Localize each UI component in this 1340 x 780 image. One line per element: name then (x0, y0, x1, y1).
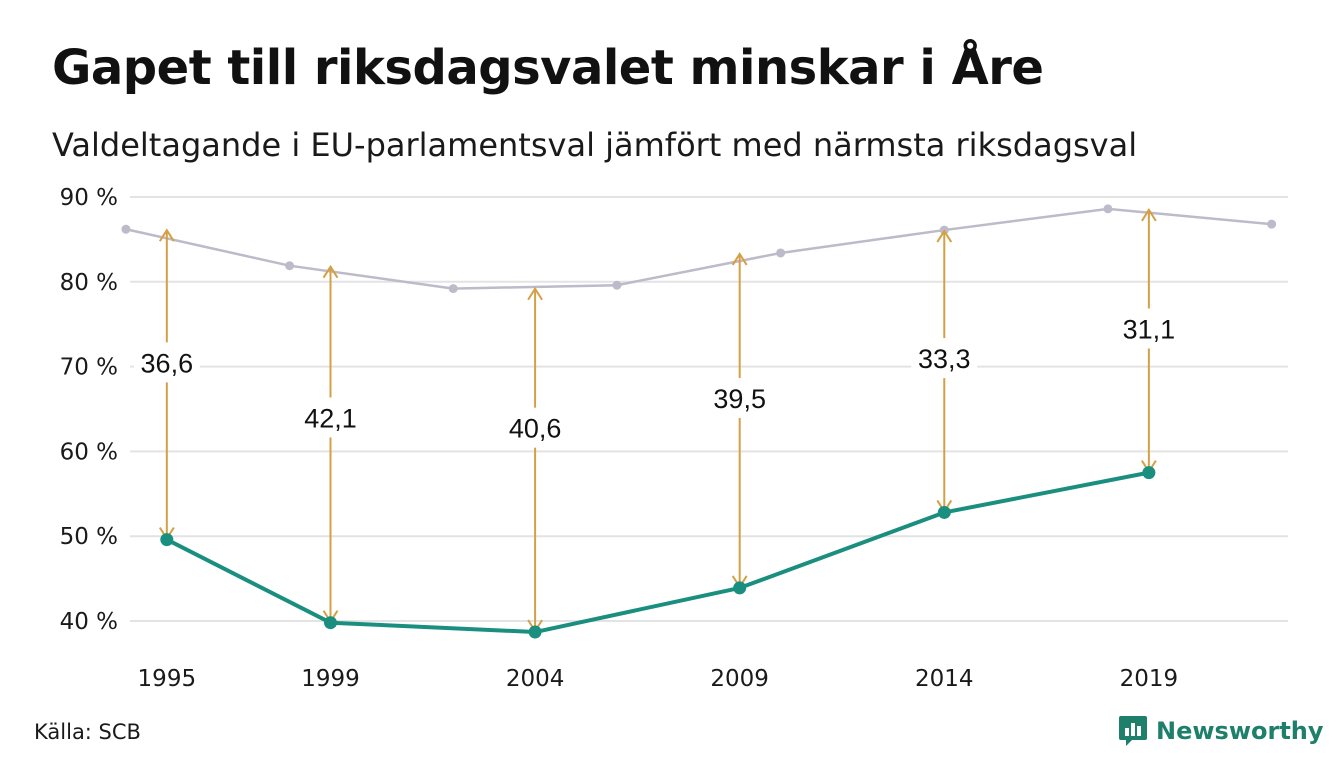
x-tick-label: 2014 (915, 666, 974, 692)
y-tick-label: 50 % (60, 524, 118, 550)
source-note: Källa: SCB (34, 720, 141, 744)
gap-arrow-head-up (936, 229, 953, 243)
gap-label: 31,1 (1123, 314, 1176, 344)
eu-line (165, 470, 1150, 635)
eu-point (733, 581, 747, 595)
x-axis-ticks: 1995 1999 2004 2009 2014 2019 (138, 666, 1179, 692)
gap-arrow-head-up (322, 264, 339, 279)
gap-label-background (706, 377, 773, 418)
y-tick-label: 90 % (60, 185, 118, 211)
newsworthy-logo-icon (1119, 716, 1147, 746)
gap-arrow-head-up (527, 286, 543, 301)
chart-title: Gapet till riksdagsvalet minskar i Åre (52, 40, 1044, 96)
brand-logo: Newsworthy (1118, 714, 1324, 748)
riksdag-point (285, 261, 295, 271)
eu-point (324, 616, 338, 630)
riksdag-point (1103, 204, 1113, 214)
gap-arrow-head-up (158, 228, 175, 242)
riksdag-point (612, 280, 622, 290)
x-tick-label: 1999 (301, 666, 360, 692)
gap-label-background (1115, 308, 1182, 349)
y-tick-label: 80 % (60, 270, 118, 296)
gap-arrow-head-up (1141, 208, 1157, 222)
x-tick-label: 1995 (138, 666, 197, 692)
gap-arrows: 36,6 42,1 40,6 39,5 33,3 31,1 (133, 208, 1182, 633)
gap-label-background (297, 397, 364, 438)
y-tick-label: 60 % (60, 439, 118, 465)
riksdag-point (1267, 219, 1277, 229)
gap-label: 33,3 (918, 344, 971, 374)
gap-label: 40,6 (509, 414, 562, 444)
gap-label: 39,5 (713, 384, 766, 414)
eu-point (937, 505, 951, 519)
x-tick-label: 2019 (1120, 666, 1179, 692)
eu-point (528, 625, 542, 639)
x-tick-label: 2009 (710, 666, 769, 692)
gap-label-background (133, 342, 200, 383)
riksdag-point (776, 248, 786, 258)
gap-label-background (911, 338, 978, 379)
eu-series (160, 466, 1156, 639)
gap-arrow-head-up (731, 252, 748, 266)
y-tick-label: 40 % (60, 609, 118, 635)
gap-label-background (502, 407, 569, 448)
riksdag-point (448, 284, 458, 294)
gap-label: 36,6 (141, 348, 194, 378)
eu-point (1142, 466, 1156, 480)
chart-subtitle: Valdeltagande i EU-parlamentsval jämfört… (52, 126, 1138, 164)
y-axis-ticks: 40 % 50 % 60 % 70 % 80 % 90 % (60, 185, 118, 635)
riksdag-point (121, 224, 131, 234)
y-tick-label: 70 % (60, 355, 118, 381)
brand-name: Newsworthy (1156, 717, 1324, 745)
riksdag-series (121, 204, 1277, 294)
riksdag-line (125, 207, 1272, 290)
x-tick-label: 2004 (506, 666, 565, 692)
eu-point (160, 533, 174, 547)
gap-label: 42,1 (304, 403, 357, 433)
